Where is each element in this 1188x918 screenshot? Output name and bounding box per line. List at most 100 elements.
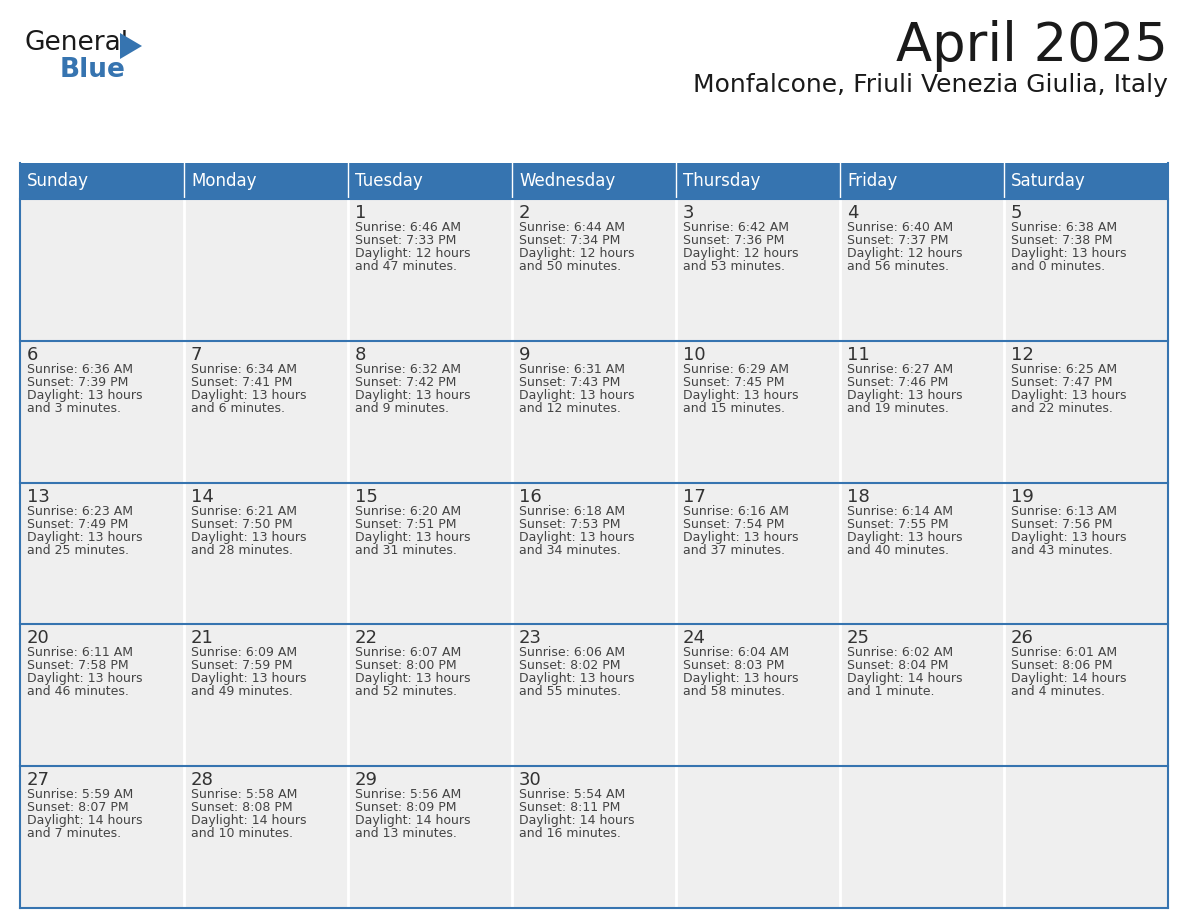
Text: and 31 minutes.: and 31 minutes. bbox=[355, 543, 457, 556]
Text: Sunrise: 6:25 AM: Sunrise: 6:25 AM bbox=[1011, 363, 1117, 375]
Text: Sunset: 7:33 PM: Sunset: 7:33 PM bbox=[355, 234, 456, 247]
Text: Sunrise: 6:46 AM: Sunrise: 6:46 AM bbox=[355, 221, 461, 234]
Bar bbox=[20, 341, 184, 483]
Text: Sunrise: 6:23 AM: Sunrise: 6:23 AM bbox=[27, 505, 133, 518]
Bar bbox=[184, 163, 348, 199]
Text: 14: 14 bbox=[191, 487, 214, 506]
Text: Sunrise: 6:42 AM: Sunrise: 6:42 AM bbox=[683, 221, 789, 234]
Text: Daylight: 14 hours: Daylight: 14 hours bbox=[1011, 672, 1126, 686]
Text: 24: 24 bbox=[683, 630, 706, 647]
Text: Daylight: 13 hours: Daylight: 13 hours bbox=[683, 531, 798, 543]
Bar bbox=[512, 199, 676, 341]
Bar bbox=[512, 163, 676, 199]
Text: 21: 21 bbox=[191, 630, 214, 647]
Text: Sunrise: 5:58 AM: Sunrise: 5:58 AM bbox=[191, 789, 297, 801]
Text: Sunrise: 6:01 AM: Sunrise: 6:01 AM bbox=[1011, 646, 1117, 659]
Text: 27: 27 bbox=[27, 771, 50, 789]
Text: and 12 minutes.: and 12 minutes. bbox=[519, 402, 621, 415]
Text: Sunset: 7:42 PM: Sunset: 7:42 PM bbox=[355, 375, 456, 389]
Text: Daylight: 13 hours: Daylight: 13 hours bbox=[1011, 247, 1126, 260]
Text: Sunrise: 6:21 AM: Sunrise: 6:21 AM bbox=[191, 505, 297, 518]
Text: Sunset: 7:39 PM: Sunset: 7:39 PM bbox=[27, 375, 128, 389]
Text: 5: 5 bbox=[1011, 204, 1023, 222]
Bar bbox=[348, 199, 512, 341]
Text: Sunday: Sunday bbox=[27, 172, 89, 190]
Text: Sunrise: 6:04 AM: Sunrise: 6:04 AM bbox=[683, 646, 789, 659]
Text: Daylight: 14 hours: Daylight: 14 hours bbox=[27, 814, 143, 827]
Text: Daylight: 12 hours: Daylight: 12 hours bbox=[683, 247, 798, 260]
Text: Sunset: 7:58 PM: Sunset: 7:58 PM bbox=[27, 659, 128, 672]
Text: Sunrise: 6:13 AM: Sunrise: 6:13 AM bbox=[1011, 505, 1117, 518]
Text: Sunset: 8:03 PM: Sunset: 8:03 PM bbox=[683, 659, 784, 672]
Text: 9: 9 bbox=[519, 346, 531, 364]
Text: 15: 15 bbox=[355, 487, 378, 506]
Text: Daylight: 13 hours: Daylight: 13 hours bbox=[355, 389, 470, 402]
Bar bbox=[676, 163, 840, 199]
Text: and 40 minutes.: and 40 minutes. bbox=[847, 543, 949, 556]
Text: Sunrise: 5:59 AM: Sunrise: 5:59 AM bbox=[27, 789, 133, 801]
Text: Sunrise: 6:14 AM: Sunrise: 6:14 AM bbox=[847, 505, 953, 518]
Text: and 37 minutes.: and 37 minutes. bbox=[683, 543, 785, 556]
Text: Sunrise: 6:11 AM: Sunrise: 6:11 AM bbox=[27, 646, 133, 659]
Text: 16: 16 bbox=[519, 487, 542, 506]
Text: Daylight: 13 hours: Daylight: 13 hours bbox=[27, 672, 143, 686]
Text: Daylight: 13 hours: Daylight: 13 hours bbox=[1011, 531, 1126, 543]
Text: 17: 17 bbox=[683, 487, 706, 506]
Text: Sunrise: 6:32 AM: Sunrise: 6:32 AM bbox=[355, 363, 461, 375]
Text: and 28 minutes.: and 28 minutes. bbox=[191, 543, 293, 556]
Bar bbox=[512, 767, 676, 908]
Text: Daylight: 13 hours: Daylight: 13 hours bbox=[847, 531, 962, 543]
Text: Sunset: 7:38 PM: Sunset: 7:38 PM bbox=[1011, 234, 1112, 247]
Text: Sunrise: 6:20 AM: Sunrise: 6:20 AM bbox=[355, 505, 461, 518]
Text: Sunset: 7:41 PM: Sunset: 7:41 PM bbox=[191, 375, 292, 389]
Text: and 6 minutes.: and 6 minutes. bbox=[191, 402, 285, 415]
Text: Sunrise: 6:16 AM: Sunrise: 6:16 AM bbox=[683, 505, 789, 518]
Bar bbox=[1004, 767, 1168, 908]
Text: Sunset: 8:08 PM: Sunset: 8:08 PM bbox=[191, 801, 292, 814]
Text: and 43 minutes.: and 43 minutes. bbox=[1011, 543, 1113, 556]
Text: and 15 minutes.: and 15 minutes. bbox=[683, 402, 785, 415]
Bar bbox=[840, 163, 1004, 199]
Text: and 34 minutes.: and 34 minutes. bbox=[519, 543, 621, 556]
Text: Tuesday: Tuesday bbox=[355, 172, 423, 190]
Text: Sunset: 7:49 PM: Sunset: 7:49 PM bbox=[27, 518, 128, 531]
Text: Daylight: 13 hours: Daylight: 13 hours bbox=[683, 389, 798, 402]
Text: and 16 minutes.: and 16 minutes. bbox=[519, 827, 621, 840]
Text: 6: 6 bbox=[27, 346, 38, 364]
Text: and 46 minutes.: and 46 minutes. bbox=[27, 686, 128, 699]
Text: Daylight: 13 hours: Daylight: 13 hours bbox=[519, 531, 634, 543]
Text: Sunrise: 5:54 AM: Sunrise: 5:54 AM bbox=[519, 789, 625, 801]
Bar bbox=[20, 483, 184, 624]
Text: and 49 minutes.: and 49 minutes. bbox=[191, 686, 293, 699]
Text: Daylight: 14 hours: Daylight: 14 hours bbox=[519, 814, 634, 827]
Text: Daylight: 13 hours: Daylight: 13 hours bbox=[355, 531, 470, 543]
Text: 30: 30 bbox=[519, 771, 542, 789]
Text: 11: 11 bbox=[847, 346, 870, 364]
Bar bbox=[348, 163, 512, 199]
Bar bbox=[184, 341, 348, 483]
Text: Daylight: 13 hours: Daylight: 13 hours bbox=[847, 389, 962, 402]
Polygon shape bbox=[120, 33, 143, 59]
Text: Sunset: 7:46 PM: Sunset: 7:46 PM bbox=[847, 375, 948, 389]
Bar bbox=[20, 767, 184, 908]
Bar bbox=[840, 341, 1004, 483]
Text: 13: 13 bbox=[27, 487, 50, 506]
Text: Sunset: 7:34 PM: Sunset: 7:34 PM bbox=[519, 234, 620, 247]
Text: 7: 7 bbox=[191, 346, 202, 364]
Text: Sunset: 8:09 PM: Sunset: 8:09 PM bbox=[355, 801, 456, 814]
Bar bbox=[1004, 341, 1168, 483]
Text: and 58 minutes.: and 58 minutes. bbox=[683, 686, 785, 699]
Text: and 9 minutes.: and 9 minutes. bbox=[355, 402, 449, 415]
Text: Sunrise: 5:56 AM: Sunrise: 5:56 AM bbox=[355, 789, 461, 801]
Text: Sunset: 8:06 PM: Sunset: 8:06 PM bbox=[1011, 659, 1112, 672]
Text: Daylight: 13 hours: Daylight: 13 hours bbox=[191, 531, 307, 543]
Text: Sunset: 8:02 PM: Sunset: 8:02 PM bbox=[519, 659, 620, 672]
Bar bbox=[840, 483, 1004, 624]
Text: Sunrise: 6:44 AM: Sunrise: 6:44 AM bbox=[519, 221, 625, 234]
Text: Sunrise: 6:27 AM: Sunrise: 6:27 AM bbox=[847, 363, 953, 375]
Bar bbox=[184, 624, 348, 767]
Text: Sunset: 7:47 PM: Sunset: 7:47 PM bbox=[1011, 375, 1112, 389]
Text: and 0 minutes.: and 0 minutes. bbox=[1011, 260, 1105, 273]
Text: Daylight: 13 hours: Daylight: 13 hours bbox=[355, 672, 470, 686]
Bar bbox=[676, 624, 840, 767]
